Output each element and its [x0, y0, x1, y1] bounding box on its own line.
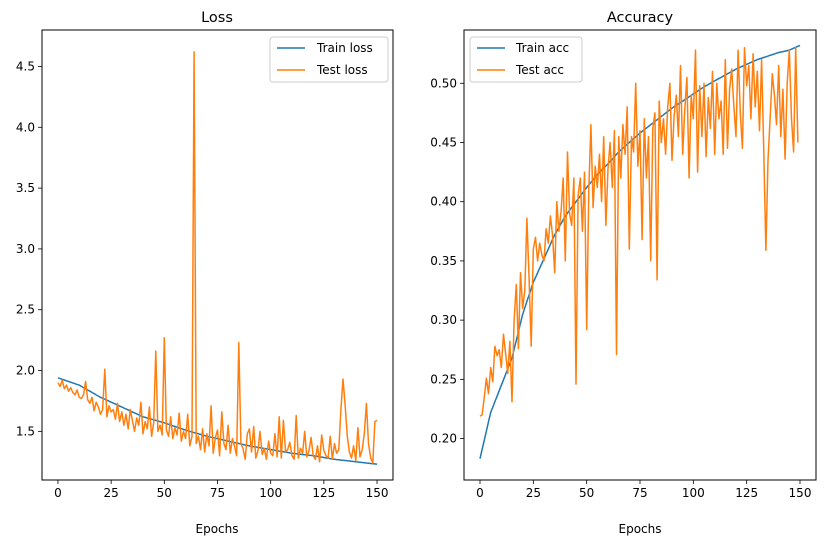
y-tick-label: 2.5	[16, 303, 35, 317]
plot-area	[479, 44, 801, 459]
x-tick-label: 150	[789, 486, 812, 500]
x-tick-label: 100	[682, 486, 705, 500]
y-tick-label: 0.20	[430, 432, 457, 446]
loss-chart: Loss 0 25 50 75 100 125 150 1.5 2.0 2.5 3.0 3.5 4.0 4…	[16, 10, 394, 536]
x-tick-label: 125	[312, 486, 335, 500]
x-tick-label: 50	[579, 486, 594, 500]
series-line-test-acc	[479, 47, 799, 417]
x-axis-label: Epochs	[196, 522, 239, 536]
y-tick-label: 0.35	[430, 254, 457, 268]
x-tick-label: 0	[54, 486, 62, 500]
x-tick-label: 100	[259, 486, 282, 500]
legend-label-train-loss: Train loss	[316, 41, 373, 55]
y-tick-label: 4.5	[16, 59, 35, 73]
y-tick-label: 0.45	[430, 136, 457, 150]
x-tick-label: 25	[103, 486, 118, 500]
chart-title: Loss	[201, 10, 233, 26]
legend-label-test-loss: Test loss	[316, 63, 368, 77]
x-tick-label: 150	[366, 486, 389, 500]
y-tick-label: 0.25	[430, 372, 457, 386]
tick-group: 0 25 50 75 100 125 150 0.20 0.25 0.30 0.35 0.40 0.45…	[430, 76, 811, 500]
y-tick-label: 0.50	[430, 76, 457, 90]
y-tick-label: 1.5	[16, 424, 35, 438]
x-tick-label: 25	[526, 486, 541, 500]
y-tick-label: 3.0	[16, 242, 35, 256]
series-line-test-loss	[57, 51, 378, 464]
y-tick-label: 0.30	[430, 313, 457, 327]
accuracy-chart: Accuracy 0 25 50 75 100 125 150 0.20 0.25 0.30 0.3…	[430, 10, 817, 536]
x-tick-label: 75	[210, 486, 225, 500]
legend: Train acc Test acc	[469, 36, 583, 83]
x-tick-label: 75	[632, 486, 647, 500]
y-tick-label: 2.0	[16, 364, 35, 378]
y-tick-label: 3.5	[16, 181, 35, 195]
x-axis-label: Epochs	[619, 522, 662, 536]
legend: Train loss Test loss	[269, 36, 389, 83]
y-tick-label: 0.40	[430, 195, 457, 209]
x-tick-label: 0	[476, 486, 484, 500]
y-tick-label: 4.0	[16, 120, 35, 134]
x-tick-label: 50	[157, 486, 172, 500]
chart-title: Accuracy	[607, 10, 674, 26]
x-tick-label: 125	[735, 486, 758, 500]
legend-label-train-acc: Train acc	[515, 41, 569, 55]
legend-label-test-acc: Test acc	[515, 63, 564, 77]
plot-area	[57, 51, 378, 465]
tick-group: 0 25 50 75 100 125 150 1.5 2.0 2.5 3.0 3.5 4.0 4.5	[16, 59, 389, 500]
